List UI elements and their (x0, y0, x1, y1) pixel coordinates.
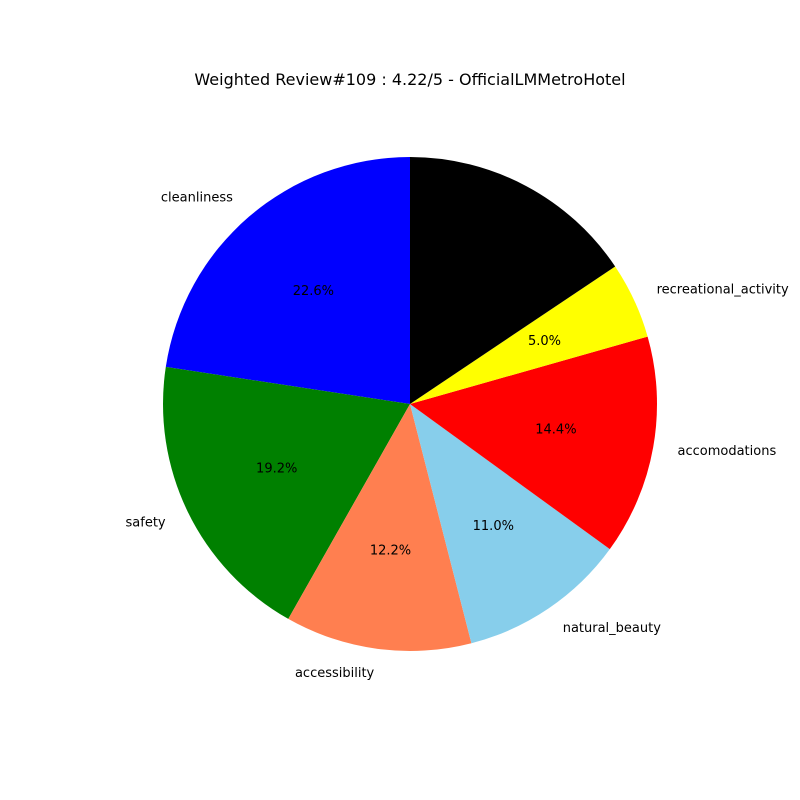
slice-percent-label: 11.0% (473, 519, 514, 534)
slice-category-label: safety (126, 515, 166, 530)
chart-title: Weighted Review#109 : 4.22/5 - OfficialL… (194, 70, 626, 89)
slice-percent-label: 12.2% (370, 543, 411, 558)
pie-slices (163, 157, 658, 651)
pie-slice-natural_beauty (410, 404, 610, 644)
pie-slice-accomodations (410, 336, 658, 550)
slice-category-label: accomodations (678, 444, 777, 459)
pie-slice-cleanliness (165, 157, 410, 404)
slice-percent-label: 19.2% (256, 461, 297, 476)
pie-labels: 22.6% cleanliness 19.2% safety 12.2% accessib… (126, 190, 789, 680)
slice-percent-label: 5.0% (528, 334, 561, 349)
pie-slice-unlabeled-6 (410, 157, 616, 404)
slice-category-label: recreational_activity (657, 282, 789, 297)
pie-slice-recreational_activity (410, 266, 648, 404)
slice-category-label: accessibility (295, 666, 375, 681)
slice-category-label: cleanliness (161, 190, 233, 205)
pie-slice-safety (163, 366, 410, 619)
slice-percent-label: 22.6% (293, 284, 334, 299)
slice-category-label: natural_beauty (563, 621, 662, 636)
pie-slice-accessibility (288, 404, 472, 651)
slice-percent-label: 14.4% (535, 422, 576, 437)
